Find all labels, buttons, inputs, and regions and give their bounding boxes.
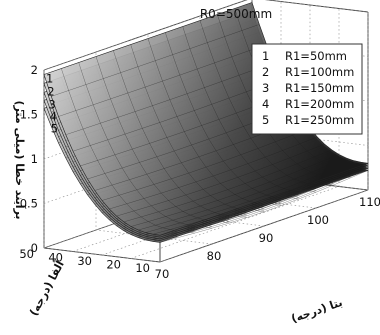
surface-mesh-line [130,44,247,211]
z-tick-label: 1 [31,152,38,166]
beta-tick-label: 100 [307,213,329,227]
curve-label: 3 [48,97,55,111]
surface-mesh-line [165,32,282,199]
surface-mesh-line [217,14,334,179]
gridline-z [43,0,369,71]
gridline-beta [95,52,213,245]
surface-mesh-line [199,20,317,186]
legend-label: R1=50mm [285,49,347,63]
surface-mesh-line [43,92,161,240]
z-tick-label: 1.5 [20,108,38,122]
surface-mesh-line [43,100,161,241]
chart-title: R0=500mm [200,7,272,21]
z-tick-label: 0.5 [20,197,38,211]
legend-index: 2 [262,65,269,79]
z-axis-label: برآیند خطا (میلی متر) [13,100,27,219]
error-surfaces [43,2,369,243]
surface-mesh-line [43,108,161,243]
alpha-tick-label: 50 [19,247,34,261]
curve-label: 4 [50,109,57,123]
legend-label: R1=150mm [285,81,354,95]
legend-label: R1=250mm [285,113,354,127]
x-axis-label: بتا (درجه) [290,296,345,326]
legend-box [251,43,363,135]
gridline-alpha [130,8,340,259]
surface-mesh-line [78,62,195,227]
legend-index: 3 [262,81,269,95]
surface-mesh-line [182,26,299,193]
curve-label: 5 [51,121,58,135]
surface-mesh-line [43,74,161,236]
legend-index: 4 [262,97,269,111]
curve-label: 1 [46,71,53,85]
curve-label: 2 [47,84,54,98]
surface-mesh-line [147,38,265,205]
beta-tick-label: 90 [259,231,274,245]
legend: 1 R1=50mm 2 R1=100mm 3 R1=150mm 4 R1=200mm 5 R1=2… [251,43,363,135]
beta-tick-label: 70 [155,267,170,281]
tick-labels: 0 0.5 1 1.5 2 70 80 90 100 110 10 20 30 40 50 [19,63,380,281]
surface-mesh-line [113,50,230,217]
gridline-alpha [159,12,369,263]
legend-index: 1 [262,49,269,63]
y-axis-label: آلفا (درجه) [26,258,67,318]
z-tick-label: 0 [31,241,38,255]
alpha-tick-label: 30 [77,254,92,268]
legend-label: R1=100mm [285,65,354,79]
beta-tick-label: 80 [207,249,222,263]
legend-label: R1=200mm [285,97,354,111]
alpha-tick-label: 20 [106,258,121,272]
surface-mesh-line [95,56,213,222]
beta-tick-label: 110 [359,195,380,209]
surface-mesh-line [43,83,161,238]
alpha-tick-label: 40 [48,251,63,265]
z-tick-label: 2 [31,63,38,77]
alpha-tick-label: 10 [135,261,150,275]
legend-index: 5 [262,113,269,127]
surface-mesh-line [61,68,178,231]
